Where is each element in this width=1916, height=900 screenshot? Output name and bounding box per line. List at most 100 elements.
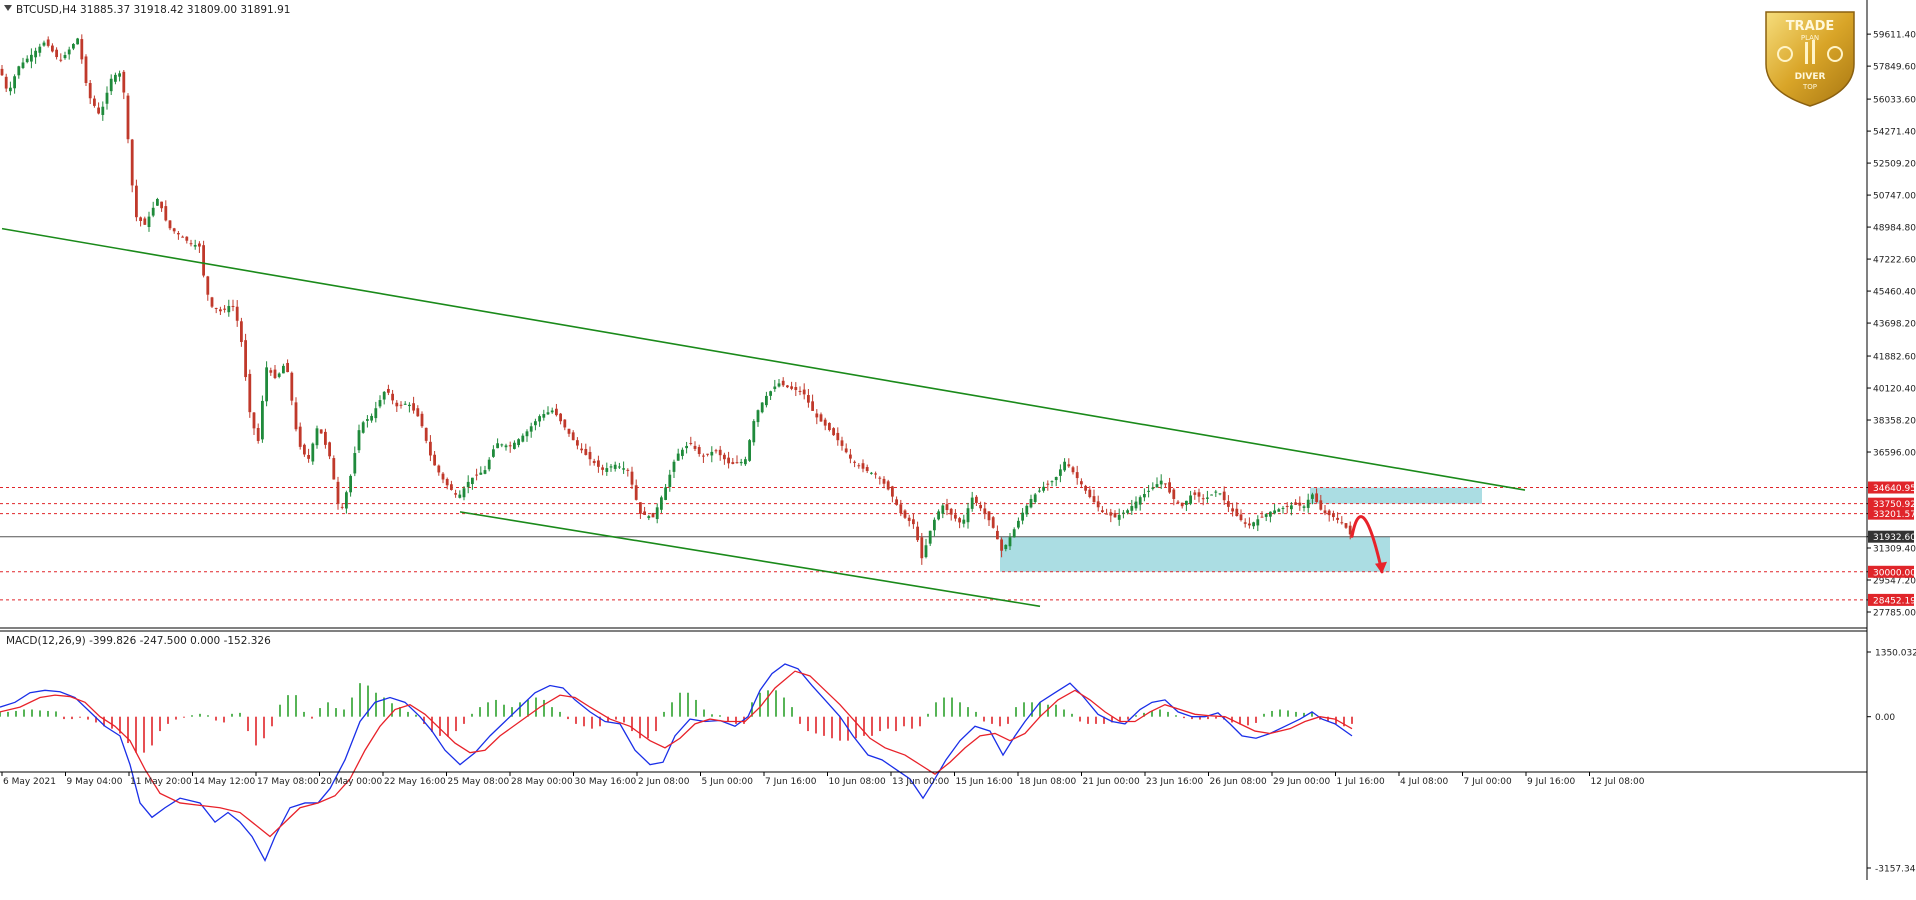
- candle-body: [101, 106, 105, 115]
- candle-body: [920, 537, 924, 559]
- macd-histogram-bar: [63, 716, 65, 720]
- levels-layer: [0, 487, 1867, 601]
- candle-body: [865, 467, 869, 472]
- time-tick-label: 22 May 16:00: [384, 777, 446, 787]
- macd-histogram-bar: [455, 716, 457, 732]
- macd-histogram-bar: [687, 692, 689, 717]
- candle-body: [1172, 489, 1176, 499]
- macd-histogram-bar: [343, 709, 345, 717]
- macd-histogram-bar: [1119, 716, 1121, 722]
- macd-histogram-bar: [783, 697, 785, 717]
- macd-histogram-bar: [1311, 711, 1313, 717]
- candle-body: [168, 220, 172, 229]
- arrow-head-icon: [1375, 561, 1387, 574]
- candle-body: [525, 431, 529, 437]
- candle-body: [1008, 537, 1012, 547]
- candle-body: [21, 62, 25, 68]
- macd-histogram-bar: [1255, 716, 1257, 723]
- candle-body: [1306, 499, 1310, 508]
- candle-body: [676, 453, 680, 461]
- macd-histogram-bar: [615, 716, 617, 720]
- candle-body: [651, 512, 655, 518]
- candle-body: [135, 185, 138, 218]
- macd-histogram-bar: [815, 716, 817, 734]
- candle-body: [1277, 509, 1281, 512]
- macd-histogram-bar: [751, 702, 753, 717]
- candle-body: [437, 465, 441, 473]
- macd-histogram-bar: [391, 703, 393, 717]
- macd-axis[interactable]: 1350.032 0.00 -3157.344: [1867, 649, 1916, 875]
- macd-histogram-bar: [711, 714, 713, 717]
- price-axis[interactable]: 59611.40 57849.60 56033.60 54271.40 52509.20…: [1867, 31, 1916, 619]
- candle-body: [1252, 522, 1255, 527]
- candle-body: [177, 233, 180, 235]
- candle-body: [227, 305, 231, 313]
- candle-body: [983, 508, 987, 515]
- time-axis[interactable]: 6 May 2021 9 May 04:00 11 May 20:00 14 May …: [0, 771, 1867, 787]
- candle-body: [500, 444, 504, 446]
- candle-body: [433, 454, 436, 466]
- time-tick-label: 29 Jun 00:00: [1273, 777, 1330, 787]
- macd-histogram-bar: [159, 716, 161, 732]
- macd-histogram-layer: [0, 683, 1353, 753]
- price-tick-label: 40120.40: [1873, 385, 1916, 395]
- candle-body: [895, 499, 898, 505]
- channel-lower-line[interactable]: [459, 511, 1041, 608]
- candle-body: [941, 505, 945, 514]
- candle-body: [479, 472, 483, 475]
- candle-body: [1113, 513, 1117, 518]
- projection-arrow: [1350, 515, 1384, 574]
- candle-body: [802, 389, 806, 395]
- candle-body: [916, 526, 919, 541]
- candle-body: [760, 402, 764, 413]
- candle-body: [731, 462, 735, 464]
- candle-body: [1122, 512, 1125, 514]
- trend-lines-layer[interactable]: [1, 227, 1526, 608]
- candle-body: [198, 243, 201, 247]
- candle-body: [1084, 485, 1087, 491]
- macd-histogram-bar: [1239, 716, 1241, 725]
- candle-body: [1004, 544, 1008, 550]
- candle-body: [832, 428, 835, 436]
- macd-histogram-bar: [7, 711, 9, 717]
- macd-histogram-bar: [39, 710, 41, 717]
- candle-body: [1164, 483, 1167, 485]
- macd-histogram-bar: [719, 715, 721, 717]
- candle-body: [970, 497, 974, 509]
- candle-body: [769, 391, 772, 396]
- macd-histogram-bar: [559, 711, 561, 717]
- candle-body: [1327, 510, 1331, 516]
- candle-body: [420, 413, 424, 427]
- candle-body: [462, 488, 466, 498]
- macd-histogram-bar: [655, 716, 657, 732]
- coin-icon: [1777, 46, 1793, 62]
- candle-body: [849, 454, 852, 459]
- logo-text-top: TRADE: [1786, 19, 1835, 34]
- macd-histogram-bar: [367, 685, 369, 717]
- candle-body: [529, 426, 533, 432]
- candle-body: [122, 71, 126, 93]
- candle-body: [1264, 514, 1268, 517]
- macd-histogram-bar: [895, 716, 897, 732]
- price-label-badge: [1868, 497, 1914, 510]
- candle-body: [345, 492, 348, 509]
- macd-histogram-bar: [831, 716, 833, 739]
- macd-histogram-bar: [23, 709, 25, 717]
- macd-lines-layer: [0, 663, 1353, 862]
- candle-body: [630, 471, 634, 485]
- candle-body: [206, 276, 210, 295]
- macd-histogram-bar: [695, 699, 697, 717]
- candle-body: [1029, 498, 1033, 508]
- macd-histogram-bar: [207, 715, 209, 717]
- candle-body: [954, 514, 957, 519]
- candle-body: [685, 445, 688, 449]
- channel-upper-line[interactable]: [1, 227, 1526, 491]
- candle-body: [777, 383, 781, 387]
- dropdown-triangle-icon[interactable]: [4, 5, 12, 11]
- macd-histogram-bar: [287, 695, 289, 717]
- candle-body: [492, 449, 495, 457]
- candle-body: [1117, 514, 1121, 520]
- price-tick-label: 36596.00: [1873, 449, 1916, 459]
